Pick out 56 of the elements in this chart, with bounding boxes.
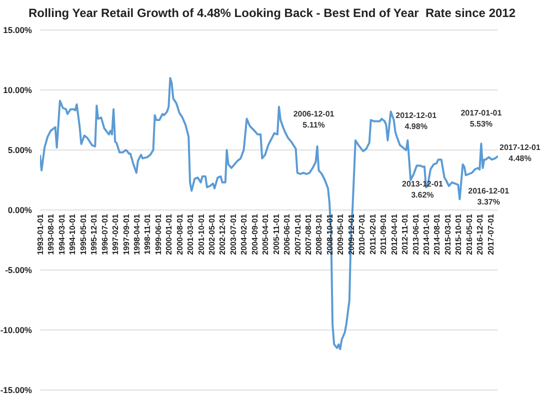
x-tick-label: 1998-11-01 <box>143 213 152 254</box>
x-tick-label: 2001-10-01 <box>196 213 206 255</box>
x-tick-label: 2012-11-01 <box>400 213 410 254</box>
x-tick-label: 2007-01-01 <box>293 213 302 255</box>
annotation: 2006-12-01 5.11% <box>293 110 335 130</box>
y-tick-label: 0.00% <box>8 205 32 216</box>
y-tick-label: -10.00% <box>0 325 32 336</box>
y-tick-label: 10.00% <box>3 85 32 96</box>
x-tick-label: 2010-07-01 <box>358 213 367 255</box>
y-tick-label: 5.00% <box>8 145 32 156</box>
chart-title: Rolling Year Retail Growth of 4.48% Looking Back - Best End of Year Rate since 2012 <box>27 6 517 20</box>
x-tick-label: 1994-10-01 <box>68 213 78 255</box>
x-tick-label: 1993-08-01 <box>46 213 56 255</box>
x-tick-label: 2012-04-01 <box>390 213 399 255</box>
x-tick-label: 2008-03-01 <box>314 213 324 255</box>
x-tick-label: 1995-05-01 <box>78 213 88 255</box>
x-tick-label: 2007-08-01 <box>304 213 314 255</box>
x-tick-label: 2006-06-01 <box>282 213 292 255</box>
x-tick-label: 1998-04-01 <box>132 213 142 255</box>
x-tick-label: 2005-11-01 <box>272 213 281 254</box>
annotation: 2017-12-01 4.48% <box>500 143 542 164</box>
x-tick-label: 2009-12-01 <box>346 213 356 255</box>
x-tick-label: 1999-06-01 <box>154 213 163 255</box>
x-tick-label: 2015-03-01 <box>443 213 452 255</box>
x-tick-label: 1997-09-01 <box>122 213 131 255</box>
x-tick-label: 2000-08-01 <box>175 213 184 255</box>
x-tick-label: 2002-12-01 <box>218 213 228 255</box>
x-tick-label: 2014-08-01 <box>432 213 442 255</box>
y-tick-label: -5.00% <box>5 265 32 276</box>
x-tick-label: 1997-02-01 <box>111 213 120 255</box>
x-tick-label: 2011-09-01 <box>379 213 388 254</box>
x-tick-label: 2016-05-01 <box>464 213 474 255</box>
x-tick-label: 1994-03-01 <box>57 213 66 255</box>
x-tick-label: 1993-01-01 <box>36 213 45 255</box>
y-tick-label: -15.00% <box>0 385 32 395</box>
x-tick-label: 2001-03-01 <box>186 213 196 255</box>
x-tick-label: 2003-07-01 <box>228 213 238 255</box>
x-tick-label: 2000-01-01 <box>164 213 174 255</box>
annotation: 2016-12-01 3.37% <box>468 186 510 207</box>
x-tick-label: 2005-04-01 <box>261 213 270 255</box>
x-tick-label: 2004-09-01 <box>250 213 260 255</box>
x-tick-label: 2013-06-01 <box>411 213 420 255</box>
y-tick-label: 15.00% <box>3 25 32 36</box>
x-tick-label: 2004-02-01 <box>240 213 249 255</box>
x-tick-label: 2015-10-01 <box>454 213 464 255</box>
x-tick-label: 2002-05-01 <box>207 213 216 255</box>
x-tick-label: 2014-01-01 <box>422 213 432 255</box>
annotation: 2012-12-01 4.98% <box>396 111 438 132</box>
x-tick-label: 2008-10-01 <box>325 213 334 255</box>
x-tick-label: 1996-07-01 <box>100 213 110 255</box>
annotation: 2017-01-01 5.53% <box>460 108 502 129</box>
x-tick-label: 2016-12-01 <box>476 213 485 255</box>
x-tick-label: 2011-02-01 <box>368 213 378 254</box>
x-tick-label: 2017-07-01 <box>486 213 496 255</box>
x-tick-label: 1995-12-01 <box>90 213 99 255</box>
x-tick-label: 2009-05-01 <box>336 213 346 255</box>
